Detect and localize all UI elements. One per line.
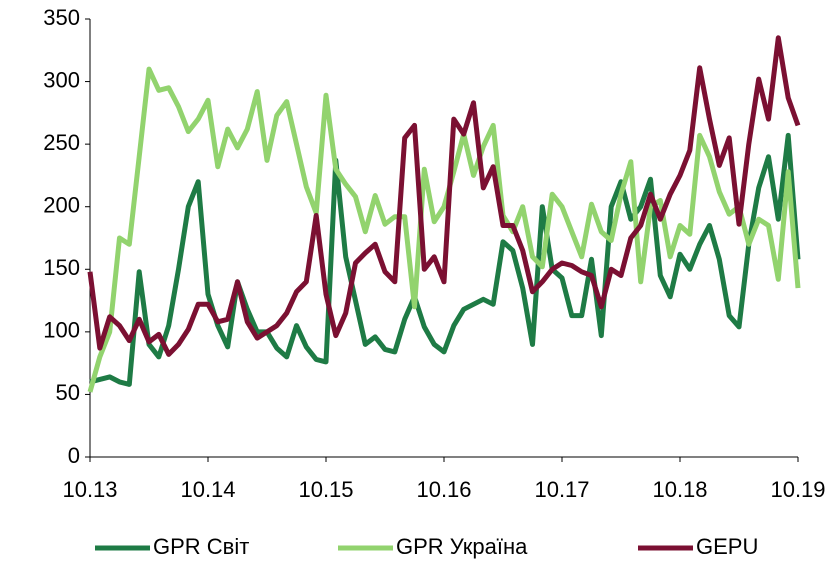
y-tick-label: 200 [43, 193, 80, 218]
y-tick-label: 100 [43, 318, 80, 343]
x-tick-label: 10.15 [298, 477, 353, 502]
x-tick-label: 10.14 [180, 477, 235, 502]
x-tick-label: 10.18 [652, 477, 707, 502]
y-tick-label: 50 [56, 380, 80, 405]
x-tick-label: 10.13 [62, 477, 117, 502]
line-series [89, 132, 801, 387]
y-tick-label: 250 [43, 130, 80, 155]
y-tick-label: 300 [43, 67, 80, 92]
legend-label: GPR Україна [396, 534, 528, 559]
line-series [87, 66, 801, 393]
y-tick-label: 0 [68, 443, 80, 468]
legend-label: GEPU [696, 534, 758, 559]
x-tick-label: 10.17 [534, 477, 589, 502]
x-tick-label: 10.16 [416, 477, 471, 502]
y-tick-label: 150 [43, 255, 80, 280]
line-series [87, 35, 801, 357]
legend-label: GPR Світ [153, 534, 249, 559]
x-tick-label: 10.19 [770, 477, 825, 502]
y-tick-label: 350 [43, 5, 80, 30]
